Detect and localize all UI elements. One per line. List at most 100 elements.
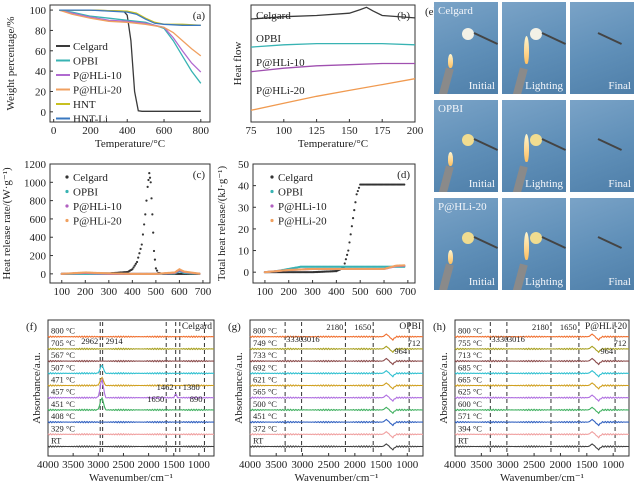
data-point-p-hli-20 <box>403 264 406 267</box>
data-point-p-hli-20 <box>198 272 201 275</box>
trace-label: 749 °C <box>253 338 277 348</box>
legend-label: Celgard <box>73 172 108 184</box>
chart-b-dsc: 75 100 125 150 175 200 Temperature/°C Heat flow… <box>232 4 424 148</box>
x-tick-label: 2000 <box>549 459 572 471</box>
x-tick-label: 400 <box>124 286 141 298</box>
series-line-p-hli-10 <box>59 9 202 73</box>
legend-label: P@HLi-10 <box>73 70 122 82</box>
trace-label: 567 °C <box>51 350 75 360</box>
peak-annotation: 2962 <box>81 336 98 346</box>
wire-holder <box>473 32 498 45</box>
trace-label: 713 °C <box>458 350 482 360</box>
panel-label: (f) <box>26 321 37 333</box>
chart-c-heat-release-rate: 100 200 300 400 500 600 700 0 200 400 600 800 1000 12… <box>1 159 212 300</box>
data-point-celgard <box>134 262 137 265</box>
peak-annotation: 1462 <box>157 382 174 392</box>
peak-annotation: 3016 <box>303 334 320 344</box>
x-axis-label: Wavenumber/cm⁻¹ <box>89 472 173 484</box>
x-tick-label: 4000 <box>37 459 60 471</box>
flame-test-photos: (e) Celgard Initial Lighting Final OPBI Ini… <box>425 0 639 300</box>
y-tick-label: 80 <box>35 25 47 37</box>
photo-caption: Initial <box>468 178 495 190</box>
trace-label: 571 °C <box>458 411 482 421</box>
flame <box>448 250 453 264</box>
trace-label: 685 °C <box>458 362 482 372</box>
data-point-celgard <box>353 209 356 212</box>
trace-label: 471 °C <box>51 375 75 385</box>
photo-celgard-final: Final <box>570 2 634 94</box>
ftir-trace <box>47 335 215 339</box>
x-tick-label: 4000 <box>239 459 262 471</box>
y-tick-label: 0 <box>244 267 250 279</box>
wire-holder <box>541 138 566 151</box>
ftir-trace <box>454 382 630 390</box>
series-label: OPBI <box>256 33 281 45</box>
photo-opbi-final: Final <box>570 100 634 192</box>
panel-label: (b) <box>397 10 410 22</box>
lighter-nozzle <box>438 165 454 192</box>
series-line-p-hli-20 <box>250 78 416 111</box>
photo-p-hli-20-initial: P@HLi-20 Initial <box>434 198 498 290</box>
series-label: P@HLi-20 <box>256 85 305 97</box>
data-point-celgard <box>145 199 148 202</box>
trace-label: 800 °C <box>253 326 277 336</box>
photo-celgard-lighting: Lighting <box>502 2 566 94</box>
wire-holder <box>473 236 498 249</box>
x-tick-label: 800 <box>193 125 210 137</box>
plot-frame <box>47 319 215 457</box>
ftir-trace <box>249 430 424 439</box>
x-tick-label: 1500 <box>370 459 393 471</box>
peak-annotation: 3330 <box>491 334 508 344</box>
chart-h-ftir-phli20: 4000 3500 3000 2500 2000 1500 1000 Wavenumber/c… <box>433 319 630 484</box>
trace-label: RT <box>458 436 469 446</box>
x-tick-label: 1500 <box>163 459 186 471</box>
series-line-opbi <box>59 9 202 84</box>
trace-label: RT <box>51 436 62 446</box>
data-point-celgard <box>147 178 150 182</box>
trace-label: 451 °C <box>253 411 277 421</box>
ftir-trace <box>249 443 424 451</box>
wire-holder <box>473 138 498 151</box>
flame <box>524 232 529 260</box>
ftir-trace <box>454 430 630 439</box>
y-axis-label: Absorbance/a.u. <box>233 352 245 424</box>
photo-caption: Final <box>608 276 631 288</box>
photo-caption: Final <box>608 80 631 92</box>
legend-label: OPBI <box>73 56 98 68</box>
trace-label: 621 °C <box>253 375 277 385</box>
flame <box>448 152 453 166</box>
data-point-celgard <box>152 249 156 253</box>
sample-label: OPBI <box>399 322 421 332</box>
ftir-trace <box>249 369 424 378</box>
peak-annotation: 1650 <box>147 394 164 404</box>
x-tick-label: 400 <box>328 286 345 298</box>
ftir-trace <box>47 420 215 424</box>
photo-opbi-initial: OPBI Initial <box>434 100 498 192</box>
legend-marker <box>270 218 274 223</box>
data-point-celgard <box>354 201 357 204</box>
sample-label: Celgard <box>182 322 212 332</box>
y-axis-label: Heat flow <box>232 42 244 86</box>
ftir-trace <box>47 376 215 387</box>
ftir-trace <box>454 357 630 366</box>
legend-marker <box>270 189 274 194</box>
membrane-disk <box>530 28 542 40</box>
photo-opbi-lighting: Lighting <box>502 100 566 192</box>
trace-label: 733 °C <box>253 350 277 360</box>
wire-holder <box>597 138 622 151</box>
photo-celgard-initial: Celgard Initial <box>434 2 498 94</box>
x-tick-label: 1500 <box>576 459 599 471</box>
y-tick-label: 400 <box>30 232 47 244</box>
legend-marker <box>65 218 69 223</box>
membrane-disk <box>530 232 542 244</box>
trace-label: 800 °C <box>51 326 75 336</box>
y-tick-label: 40 <box>238 181 250 193</box>
trace-label: 705 °C <box>51 338 75 348</box>
data-point-celgard <box>357 186 361 189</box>
series-line-p-hli-20 <box>59 9 202 57</box>
data-point-celgard <box>138 252 141 255</box>
x-tick-label: 200 <box>77 286 94 298</box>
trace-label: 507 °C <box>51 362 75 372</box>
x-tick-label: 100 <box>54 286 71 298</box>
x-tick-label: 125 <box>308 125 325 137</box>
